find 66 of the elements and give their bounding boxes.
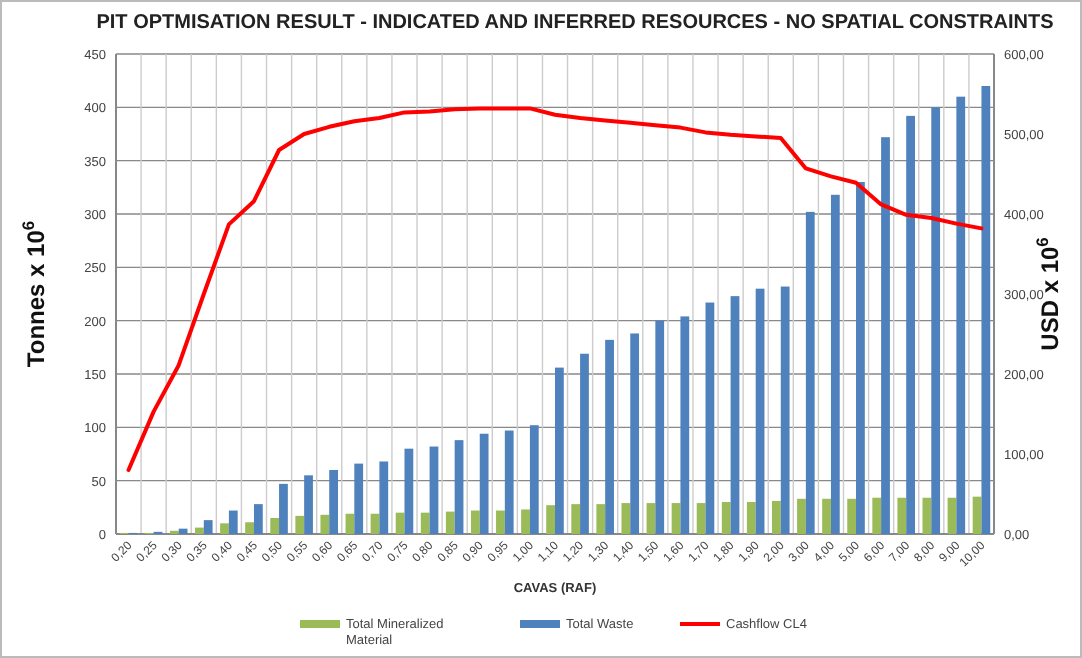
bar bbox=[721, 502, 731, 534]
bar bbox=[872, 497, 882, 534]
bar bbox=[521, 509, 530, 534]
bar bbox=[655, 320, 665, 534]
bar bbox=[479, 433, 489, 534]
bar bbox=[981, 86, 991, 534]
bar bbox=[496, 510, 505, 534]
bar bbox=[404, 448, 414, 534]
bar bbox=[671, 503, 681, 534]
bar bbox=[395, 512, 405, 534]
bar bbox=[680, 316, 690, 534]
bar bbox=[320, 514, 330, 534]
bar bbox=[295, 515, 305, 534]
bar bbox=[580, 353, 589, 534]
bar bbox=[822, 498, 831, 534]
bar bbox=[847, 498, 857, 534]
bar bbox=[630, 333, 640, 534]
bar bbox=[646, 503, 656, 534]
bar bbox=[780, 286, 790, 534]
bar bbox=[529, 425, 539, 534]
bar bbox=[345, 513, 355, 534]
bar bbox=[195, 527, 204, 534]
bar bbox=[922, 497, 932, 534]
bar bbox=[972, 496, 982, 534]
bar bbox=[445, 511, 455, 534]
bar bbox=[897, 497, 907, 534]
bar bbox=[329, 470, 339, 534]
chart-title: PIT OPTMISATION RESULT - INDICATED AND INFERRED RESOURCES - NO SPATIAL CONSTRAINTS bbox=[96, 12, 1055, 34]
line-series bbox=[126, 106, 984, 472]
bar bbox=[805, 211, 815, 534]
bar bbox=[429, 446, 439, 534]
bar bbox=[546, 505, 555, 534]
bar bbox=[730, 296, 740, 534]
bar bbox=[947, 497, 957, 534]
bar bbox=[881, 137, 890, 534]
bar bbox=[470, 510, 480, 534]
bar bbox=[253, 504, 263, 534]
bar bbox=[956, 96, 966, 534]
bar bbox=[279, 483, 288, 534]
bar bbox=[906, 115, 915, 534]
bar bbox=[228, 510, 238, 534]
bar bbox=[571, 504, 581, 534]
bar bbox=[555, 367, 564, 534]
bar bbox=[931, 107, 941, 534]
bar bbox=[270, 518, 280, 534]
bar bbox=[621, 503, 631, 534]
bar bbox=[220, 523, 229, 534]
bar bbox=[705, 302, 715, 534]
bar bbox=[203, 520, 213, 534]
bar bbox=[379, 461, 389, 534]
bar bbox=[797, 498, 806, 534]
bar bbox=[696, 503, 706, 534]
bar bbox=[454, 440, 464, 534]
bar bbox=[755, 288, 765, 534]
bar bbox=[596, 504, 606, 534]
bar bbox=[304, 475, 313, 534]
bar bbox=[856, 182, 865, 534]
bar bbox=[746, 502, 756, 534]
bar bbox=[605, 339, 614, 534]
bar bbox=[504, 430, 514, 534]
bar bbox=[420, 512, 430, 534]
bar bbox=[245, 522, 254, 534]
bar bbox=[370, 513, 380, 534]
bar bbox=[354, 463, 364, 534]
bar bbox=[830, 194, 840, 534]
bar bbox=[771, 500, 781, 534]
